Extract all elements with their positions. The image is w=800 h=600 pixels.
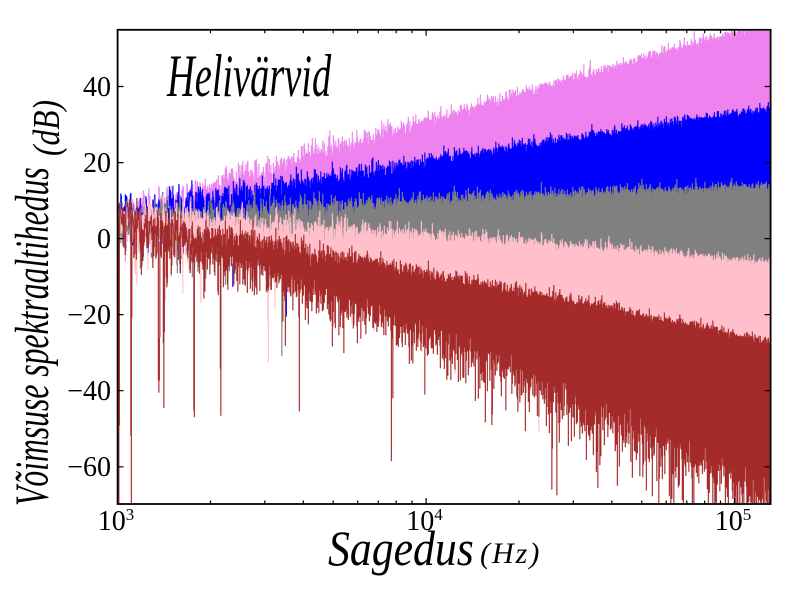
svg-text:40: 40 xyxy=(83,72,111,103)
svg-text:Helivärvid: Helivärvid xyxy=(166,42,332,109)
svg-text:20: 20 xyxy=(83,148,111,179)
svg-text:Sagedus: Sagedus xyxy=(328,521,474,576)
svg-text:−40: −40 xyxy=(67,376,111,407)
svg-text:103: 103 xyxy=(98,505,135,537)
svg-text:(Hz): (Hz) xyxy=(480,537,541,570)
svg-text:Võimsuse spektraaltihedus: Võimsuse spektraaltihedus xyxy=(6,167,59,506)
svg-text:−60: −60 xyxy=(67,452,111,483)
svg-text:0: 0 xyxy=(97,224,111,255)
svg-text:−20: −20 xyxy=(67,300,111,331)
svg-text:(dB): (dB) xyxy=(25,100,67,156)
